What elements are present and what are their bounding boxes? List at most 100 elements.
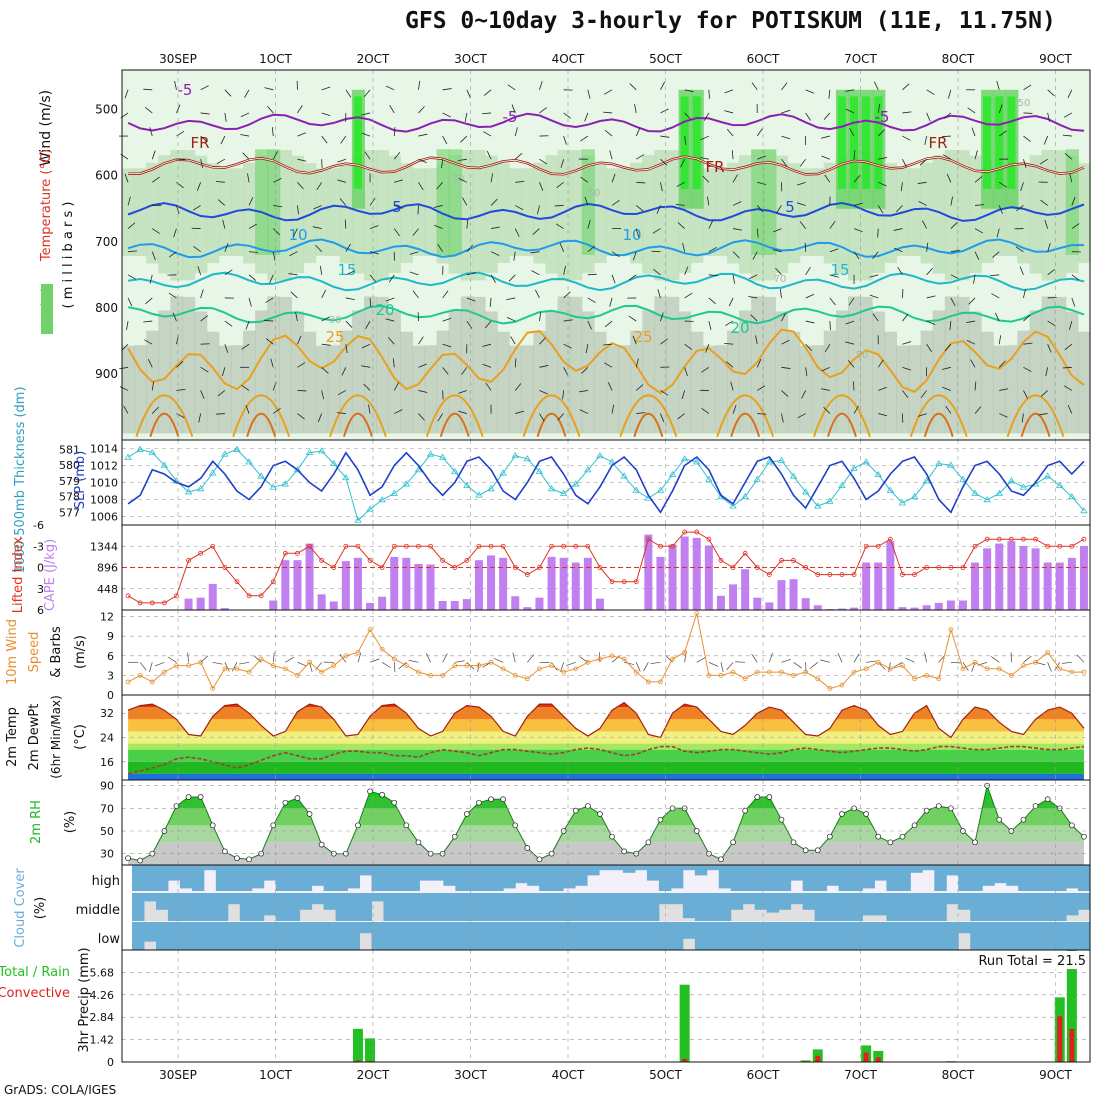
cloud-bar bbox=[970, 893, 983, 921]
wind-barb bbox=[750, 314, 758, 322]
li-point bbox=[597, 565, 603, 570]
rh-shade-mid bbox=[618, 168, 631, 257]
wind-barb bbox=[781, 82, 788, 91]
rh-shade-mid bbox=[908, 168, 922, 257]
rh-shade-mid bbox=[787, 163, 801, 263]
wind-barb bbox=[926, 112, 931, 122]
cloud-bar bbox=[239, 922, 253, 950]
wind-barb bbox=[585, 344, 589, 354]
cloud-bar bbox=[479, 893, 492, 921]
wind-barb bbox=[824, 174, 831, 183]
wind-barb bbox=[732, 404, 737, 414]
wind-barb bbox=[837, 652, 843, 663]
li-point bbox=[186, 558, 191, 563]
cloud-bar bbox=[922, 865, 935, 871]
wind-barb bbox=[297, 335, 302, 345]
rh-shade-mid bbox=[569, 150, 583, 281]
wind-barb bbox=[726, 662, 734, 671]
wind-barb bbox=[241, 384, 250, 391]
cloud-bar bbox=[946, 865, 959, 876]
rh-shade-gray bbox=[485, 311, 498, 434]
rh-tick-label: 30 bbox=[100, 848, 114, 861]
wind-barb bbox=[418, 80, 421, 90]
cloud-bar bbox=[982, 922, 995, 950]
li-point bbox=[694, 529, 700, 535]
wind-barb bbox=[240, 112, 250, 118]
li-point bbox=[1081, 536, 1087, 542]
contour-label: 25 bbox=[325, 328, 344, 346]
upper-ylabel-temp: Temperature (°C) bbox=[39, 149, 54, 262]
wind-barb bbox=[1071, 223, 1080, 229]
wind-barb bbox=[878, 386, 887, 391]
rh-shade-gray bbox=[206, 331, 220, 434]
wind-barb bbox=[942, 386, 951, 391]
bottom-date-label: 2OCT bbox=[357, 1068, 390, 1082]
temp-color-band bbox=[128, 773, 1085, 780]
wind-speed-point bbox=[1008, 672, 1014, 678]
wind-barb bbox=[1020, 182, 1024, 192]
wind-speed-point bbox=[174, 663, 179, 668]
wind-barb bbox=[772, 228, 782, 233]
wind-barb bbox=[684, 367, 688, 377]
cloud-bar bbox=[527, 865, 540, 886]
rh-shade-gray bbox=[799, 345, 813, 434]
contour-label: 70 bbox=[774, 274, 787, 285]
rh-shade-mid bbox=[606, 168, 619, 256]
wind-speed-point bbox=[754, 669, 760, 675]
li-point bbox=[403, 543, 409, 549]
wind-barb bbox=[902, 159, 907, 168]
rh2m-point bbox=[839, 811, 845, 817]
precip-total-bar bbox=[800, 1060, 811, 1062]
wind-barb bbox=[878, 157, 888, 160]
li-point bbox=[585, 543, 591, 549]
cloud-bar bbox=[563, 893, 576, 921]
rh2m-point bbox=[137, 857, 143, 864]
precip-conv-bar bbox=[815, 1055, 821, 1062]
thickness-point bbox=[402, 480, 411, 487]
top-date-label: 2OCT bbox=[357, 52, 390, 66]
rh-shade-mid bbox=[497, 163, 510, 263]
cape-bar bbox=[801, 598, 810, 610]
thickness-point bbox=[535, 467, 544, 474]
wind-barb bbox=[604, 320, 613, 328]
wind-speed-point bbox=[222, 666, 228, 672]
wind-barb bbox=[781, 339, 790, 345]
wind-barb bbox=[999, 388, 1009, 391]
rh2m-point bbox=[887, 839, 894, 846]
cloud-bar bbox=[1066, 893, 1079, 916]
wind-barb bbox=[684, 136, 687, 146]
cloud-bar bbox=[742, 865, 756, 891]
rh2m-point bbox=[306, 811, 313, 817]
cloud-bar bbox=[646, 865, 660, 881]
precip-legend-total: Total / Rain bbox=[0, 965, 70, 980]
rh-shade-gray bbox=[981, 331, 994, 434]
wind-barb bbox=[781, 390, 789, 397]
cloud-bar bbox=[335, 893, 349, 921]
cape-bar bbox=[378, 596, 387, 610]
cloud-bar bbox=[658, 922, 672, 950]
cloud-layer-label: high bbox=[92, 874, 120, 889]
thickness-point bbox=[390, 489, 398, 496]
wind-barb bbox=[996, 228, 1000, 238]
wind-barb bbox=[461, 367, 468, 375]
wind-barb bbox=[392, 358, 395, 368]
wind-barb bbox=[539, 413, 545, 422]
wind-barb bbox=[483, 131, 492, 137]
li-point bbox=[779, 558, 784, 563]
cloud-bar bbox=[287, 922, 301, 950]
wind-barb bbox=[464, 112, 468, 122]
cloud-bar bbox=[658, 865, 672, 891]
cloud-bar bbox=[347, 922, 361, 950]
cape-bar bbox=[946, 600, 955, 610]
li-point bbox=[754, 565, 760, 570]
li-point bbox=[791, 558, 796, 563]
wind-barb bbox=[1023, 390, 1028, 399]
cloud-bar bbox=[359, 865, 372, 876]
wind-barb bbox=[369, 658, 380, 663]
cape-bar bbox=[450, 600, 459, 610]
rh-shade-mid bbox=[206, 163, 220, 263]
temp-ylabel: (6hr Min/Max) bbox=[49, 695, 63, 779]
rh-shade-bright bbox=[692, 96, 701, 189]
wind-barb bbox=[829, 297, 836, 306]
thickness-point bbox=[426, 450, 435, 457]
